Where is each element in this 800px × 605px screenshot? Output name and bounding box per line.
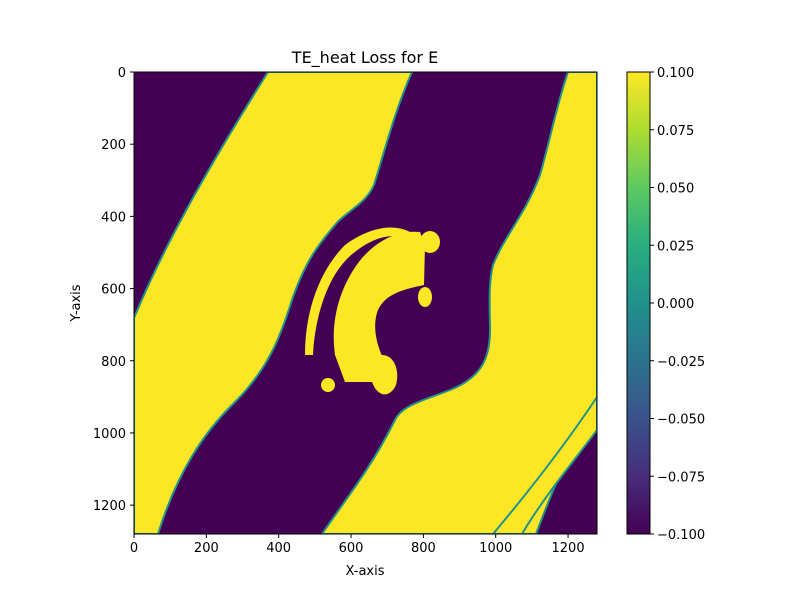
chart-title: TE_heat Loss for E	[291, 48, 438, 68]
x-tick-label: 400	[266, 541, 291, 556]
plot-frame	[133, 71, 598, 535]
left-yellow-band	[134, 72, 414, 534]
right-yellow-band	[320, 72, 597, 534]
y-tick-label: 200	[101, 138, 126, 153]
colorbar-tick-label: 0.075	[657, 124, 694, 139]
colorbar-tick-label: 0.100	[657, 66, 694, 81]
x-axis-ticks: 0 200 400 600 800 1000 1200	[130, 534, 585, 556]
heatmap-plot	[134, 72, 597, 534]
colorbar-tick-label: 0.050	[657, 182, 694, 197]
y-tick-label: 1200	[93, 499, 126, 514]
y-tick-label: 800	[101, 355, 126, 370]
colorbar-tick-label: −0.050	[657, 413, 705, 428]
colorbar-tick-label: −0.075	[657, 470, 705, 485]
x-tick-label: 0	[130, 541, 138, 556]
x-tick-label: 600	[339, 541, 364, 556]
colorbar-ticks: 0.100 0.075 0.050 0.025 0.000 −0.025 −0.050 −0.…	[650, 66, 705, 543]
colorbar	[626, 71, 651, 535]
y-tick-label: 400	[101, 210, 126, 225]
y-tick-label: 1000	[93, 427, 126, 442]
x-tick-label: 1200	[552, 541, 585, 556]
colorbar-tick-label: −0.025	[657, 355, 705, 370]
center-yellow-blob	[305, 227, 440, 395]
x-axis-label: X-axis	[346, 564, 385, 579]
colorbar-tick-label: 0.000	[657, 297, 694, 312]
y-axis-ticks: 0 200 400 600 800 1000 1200	[93, 66, 134, 514]
y-axis-label: Y-axis	[69, 284, 84, 322]
y-tick-label: 0	[118, 66, 126, 81]
colorbar-tick-label: −0.100	[657, 528, 705, 543]
colorbar-tick-label: 0.025	[657, 239, 694, 254]
x-tick-label: 1000	[479, 541, 512, 556]
bottom-right-yellow-band	[491, 395, 597, 534]
x-tick-label: 200	[194, 541, 219, 556]
x-tick-label: 800	[411, 541, 436, 556]
y-tick-label: 600	[101, 283, 126, 298]
